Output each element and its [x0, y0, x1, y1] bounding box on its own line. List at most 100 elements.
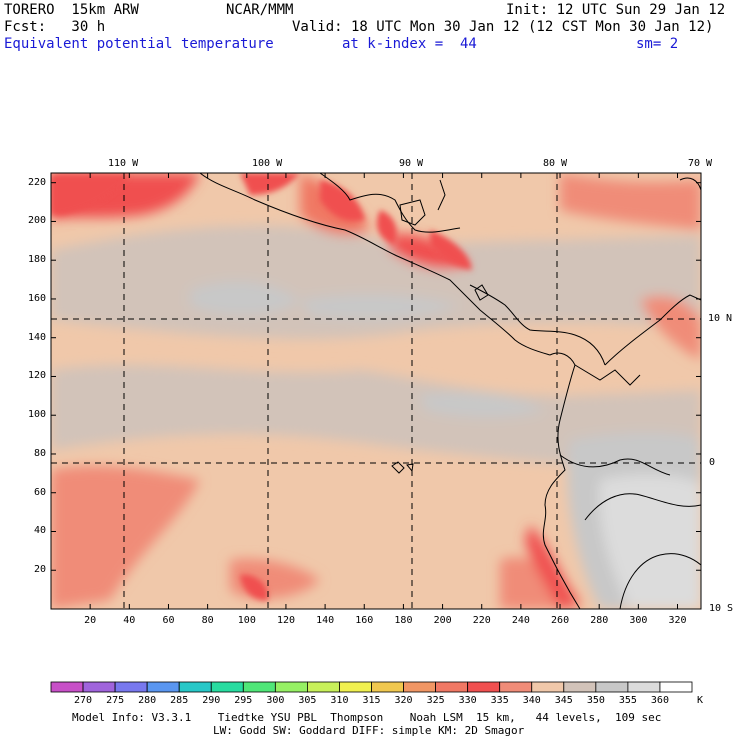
y-tick-label: 120	[27, 370, 46, 382]
colorbar-swatch	[499, 681, 533, 693]
colorbar-swatch	[306, 681, 340, 693]
colorbar-level-label: 275	[106, 695, 125, 706]
colorbar-level-label: 325	[426, 695, 445, 706]
y-tick-label: 60	[33, 486, 46, 498]
colorbar-swatch	[114, 681, 148, 693]
lon-label-110w: 110 W	[108, 158, 139, 169]
heatmap-field	[51, 173, 701, 609]
colorbar-level-label: 310	[330, 695, 349, 706]
colorbar-swatch	[210, 681, 244, 693]
border-peru-bolivia	[619, 553, 702, 610]
y-tick-label: 160	[27, 292, 46, 304]
lon-label-100w: 100 W	[252, 158, 283, 169]
lon-label-90w: 90 W	[399, 158, 424, 169]
x-tick-label: 300	[629, 615, 648, 626]
coastline-yucatan	[399, 199, 426, 226]
lat-lon-grid	[51, 173, 701, 609]
x-tick-label: 60	[162, 615, 175, 626]
smoothing-info: sm= 2	[636, 36, 679, 52]
colorbar-swatch	[467, 681, 501, 693]
x-tick-label: 240	[511, 615, 530, 626]
coastline-pacific-central-america	[199, 172, 551, 356]
coastline-hispaniola	[679, 177, 702, 191]
x-tick-label: 180	[394, 615, 413, 626]
axis-ticks	[51, 173, 701, 609]
x-tick-label: 280	[590, 615, 609, 626]
colorbar-level-label: 355	[618, 695, 637, 706]
colorbar-swatch	[339, 681, 372, 693]
colorbar-swatch	[274, 681, 308, 693]
coastline-yucatan-east	[437, 179, 446, 211]
colorbar-level-label: 270	[74, 695, 93, 706]
organization: NCAR/MMM	[226, 2, 294, 18]
plot-frame	[50, 172, 702, 610]
y-tick-label: 200	[27, 215, 46, 227]
coastline-south-america-north	[604, 294, 702, 366]
colorbar-swatch	[563, 681, 597, 693]
x-tick-label: 80	[201, 615, 214, 626]
colorbar-level-label: 360	[650, 695, 669, 706]
colorbar-swatch	[627, 681, 661, 693]
x-tick-label: 100	[237, 615, 256, 626]
y-tick-label: 80	[33, 447, 46, 459]
colorbar-swatch	[595, 681, 629, 693]
colorbar	[50, 681, 693, 693]
y-tick-label: 100	[27, 409, 46, 421]
lat-label-0: 0	[709, 457, 716, 468]
lat-label-10s: 10 S	[709, 603, 734, 614]
model-info: Model Info: V3.3.1 Tiedtke YSU PBL Thomp…	[72, 711, 662, 724]
lon-label-80w: 80 W	[543, 158, 568, 169]
colorbar-unit: K	[697, 695, 704, 706]
colorbar-level-label: 340	[522, 695, 541, 706]
colorbar-swatch	[403, 681, 436, 693]
colorbar-swatch	[435, 681, 469, 693]
colorbar-swatch	[178, 681, 212, 693]
y-tick-label: 180	[27, 254, 46, 266]
colorbar-level-label: 290	[202, 695, 221, 706]
init-time: Init: 12 UTC Sun 29 Jan 12	[506, 2, 726, 18]
x-tick-label: 200	[433, 615, 452, 626]
x-tick-label: 320	[668, 615, 687, 626]
lon-label-70w: 70 W	[688, 158, 713, 169]
colorbar-level-label: 280	[138, 695, 157, 706]
physics-info: LW: Godd SW: Goddard DIFF: simple KM: 2D…	[213, 724, 525, 737]
coastline-lake-nicaragua	[474, 284, 489, 301]
colorbar-swatch	[531, 681, 565, 693]
coastline-caribbean	[469, 284, 606, 366]
colorbar-level-label: 345	[554, 695, 573, 706]
colorbar-level-label: 315	[362, 695, 381, 706]
colorbar-level-label: 295	[234, 695, 253, 706]
colorbar-level-label: 330	[458, 695, 477, 706]
border-ecuador-peru	[559, 454, 671, 476]
coastline-mexico-gulf	[319, 172, 461, 233]
colorbar-swatch	[242, 681, 276, 693]
coastlines	[199, 172, 702, 610]
x-tick-label: 220	[472, 615, 491, 626]
y-tick-label: 220	[27, 176, 46, 188]
colorbar-swatch	[659, 681, 693, 693]
colorbar-swatch	[371, 681, 404, 693]
x-tick-label: 120	[276, 615, 295, 626]
x-tick-label: 20	[84, 615, 97, 626]
x-tick-label: 160	[355, 615, 374, 626]
colorbar-level-label: 305	[298, 695, 317, 706]
y-tick-label: 140	[27, 331, 46, 343]
y-tick-label: 20	[33, 564, 46, 576]
colorbar-swatch	[82, 681, 116, 693]
border-colombia	[574, 364, 641, 386]
x-tick-label: 260	[551, 615, 570, 626]
colorbar-swatch	[146, 681, 180, 693]
level-info: at k-index = 44	[342, 36, 477, 52]
colorbar-swatch	[50, 681, 84, 693]
x-tick-label: 140	[316, 615, 335, 626]
field-name: Equivalent potential temperature	[4, 36, 274, 52]
colorbar-level-label: 320	[394, 695, 413, 706]
colorbar-level-label: 300	[266, 695, 285, 706]
y-tick-label: 40	[33, 525, 46, 537]
border-peru-brazil	[584, 493, 702, 521]
x-tick-label: 40	[123, 615, 136, 626]
colorbar-level-label: 285	[170, 695, 189, 706]
valid-time: Valid: 18 UTC Mon 30 Jan 12 (12 CST Mon …	[292, 19, 714, 35]
colorbar-level-label: 350	[586, 695, 605, 706]
